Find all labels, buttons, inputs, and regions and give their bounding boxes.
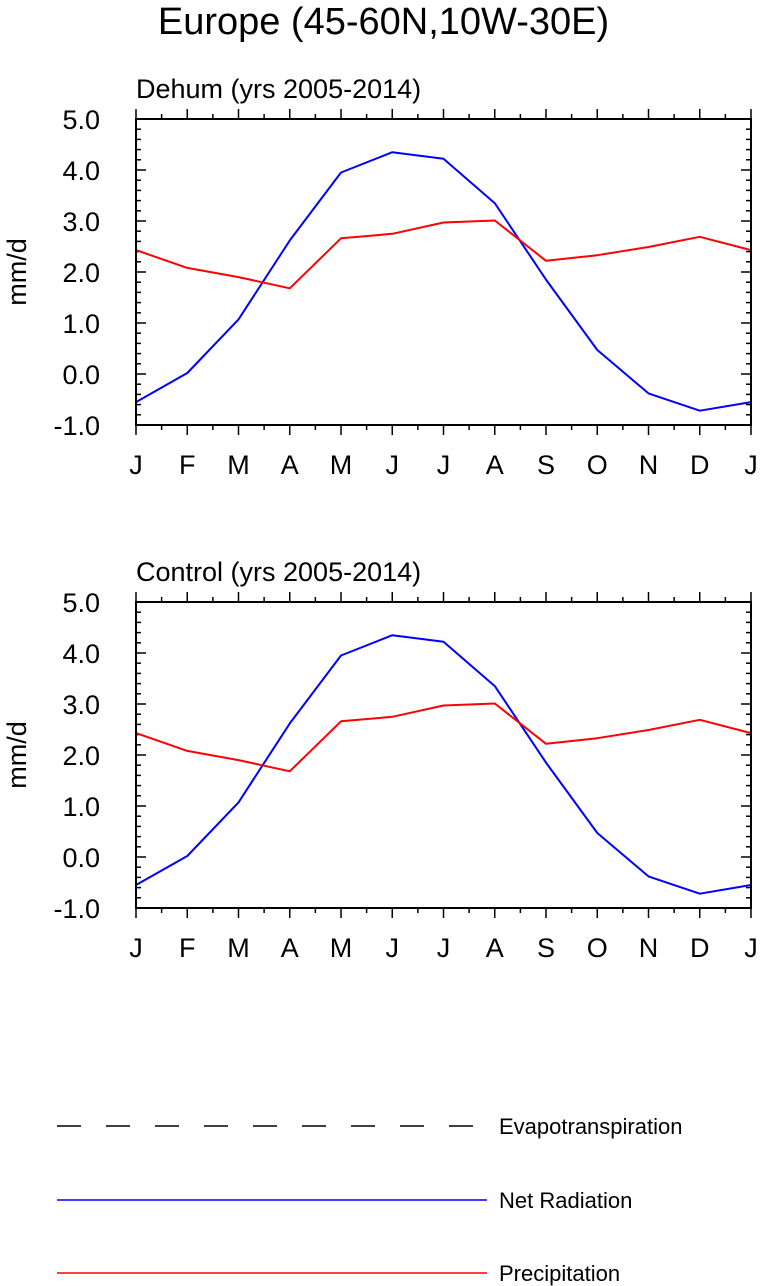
panel-title: Dehum (yrs 2005-2014) [136, 74, 421, 104]
legend-label-evapotranspiration: Evapotranspiration [499, 1114, 682, 1139]
y-tick-label: 2.0 [62, 258, 100, 288]
y-tick-label: 0.0 [62, 843, 100, 873]
x-tick-label: D [690, 933, 710, 963]
x-tick-label: F [179, 450, 196, 480]
x-tick-label: M [330, 450, 353, 480]
y-tick-label: 2.0 [62, 741, 100, 771]
figure-title: Europe (45-60N,10W-30E) [157, 1, 610, 43]
legend-label-precipitation: Precipitation [499, 1261, 620, 1286]
y-tick-label: 3.0 [62, 207, 100, 237]
x-tick-label: N [639, 933, 659, 963]
series-line-net-radiation [135, 634, 752, 895]
x-tick-label: S [537, 450, 555, 480]
panel-title: Control (yrs 2005-2014) [136, 557, 421, 587]
y-tick-label: 1.0 [62, 792, 100, 822]
y-tick-label: -1.0 [53, 411, 100, 441]
plot-frame [135, 601, 752, 909]
plot-frame [135, 118, 752, 426]
y-tick-label: 5.0 [62, 588, 100, 618]
x-tick-label: J [744, 933, 758, 963]
x-tick-label: S [537, 933, 555, 963]
x-tick-label: J [386, 933, 400, 963]
x-tick-label: A [486, 933, 504, 963]
x-tick-label: J [437, 450, 451, 480]
x-tick-label: J [129, 450, 143, 480]
legend: Evapotranspiration Net Radiation Precipita… [57, 1114, 682, 1286]
x-tick-label: J [129, 933, 143, 963]
x-tick-label: F [179, 933, 196, 963]
x-tick-label: M [227, 450, 250, 480]
x-tick-label: J [386, 450, 400, 480]
series-line-net-radiation [135, 151, 752, 412]
y-tick-label: 0.0 [62, 360, 100, 390]
x-tick-label: N [639, 450, 659, 480]
y-tick-label: -1.0 [53, 894, 100, 924]
x-tick-label: O [587, 450, 608, 480]
y-tick-label: 1.0 [62, 309, 100, 339]
chart-panel-1: Dehum (yrs 2005-2014) mm/d -1.0 0.0 1.0 2.0 3.… [2, 74, 758, 480]
x-tick-label: O [587, 933, 608, 963]
x-tick-label: J [437, 933, 451, 963]
x-tick-label: A [486, 450, 504, 480]
y-tick-label: 4.0 [62, 639, 100, 669]
y-tick-label: 5.0 [62, 105, 100, 135]
x-tick-label: M [227, 933, 250, 963]
y-tick-label: 4.0 [62, 156, 100, 186]
series-line-precipitation [135, 702, 752, 773]
y-axis-label: mm/d [2, 238, 32, 306]
x-tick-label: J [744, 450, 758, 480]
legend-label-net-radiation: Net Radiation [499, 1188, 632, 1213]
x-tick-label: A [281, 450, 299, 480]
chart-panel-2: Control (yrs 2005-2014) mm/d -1.0 0.0 1.0 2.0… [2, 557, 758, 963]
x-tick-label: A [281, 933, 299, 963]
y-axis-label: mm/d [2, 721, 32, 789]
x-tick-label: M [330, 933, 353, 963]
series-line-precipitation [135, 219, 752, 290]
x-tick-label: D [690, 450, 710, 480]
y-tick-label: 3.0 [62, 690, 100, 720]
